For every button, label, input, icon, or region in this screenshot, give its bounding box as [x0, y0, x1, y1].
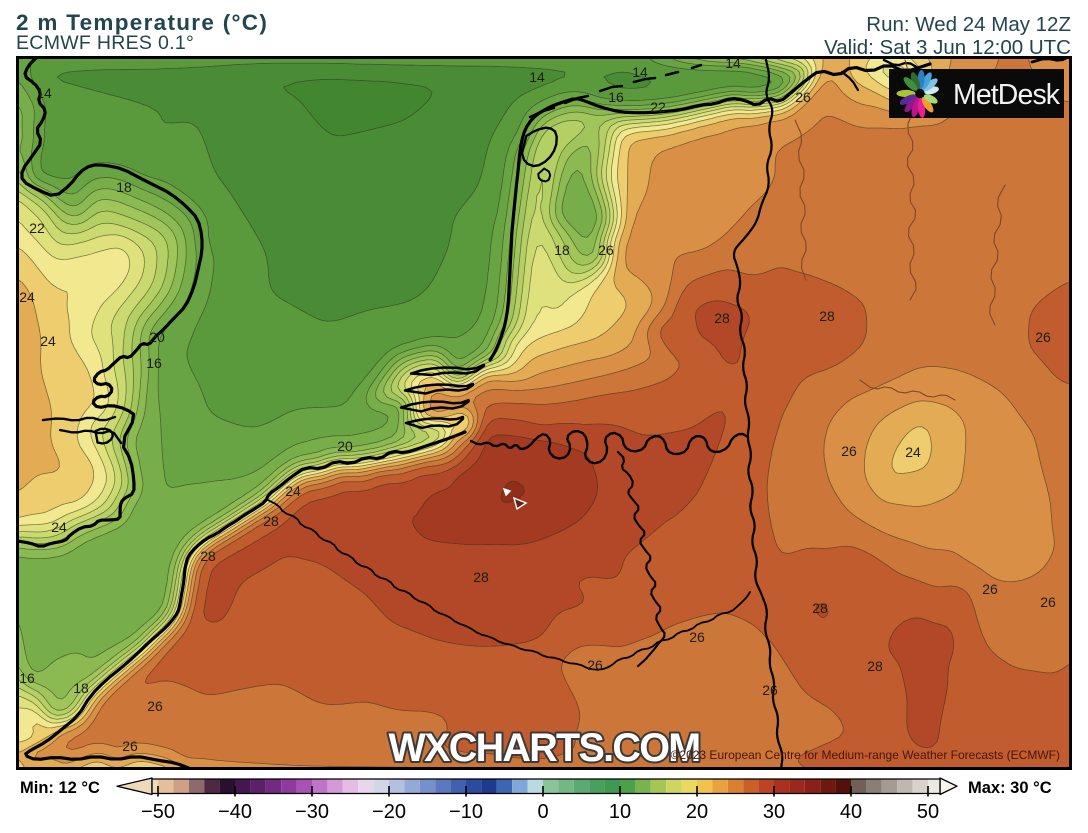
- svg-text:Max: 30 °C: Max: 30 °C: [968, 779, 1052, 797]
- svg-text:WXCHARTS.COM: WXCHARTS.COM: [389, 726, 700, 770]
- svg-text:−10: −10: [449, 801, 483, 823]
- svg-text:−20: −20: [372, 801, 406, 823]
- svg-text:10: 10: [609, 801, 631, 823]
- svg-text:20: 20: [686, 801, 708, 823]
- svg-text:40: 40: [840, 801, 862, 823]
- svg-text:−30: −30: [295, 801, 329, 823]
- svg-text:0: 0: [537, 801, 548, 823]
- svg-text:−50: −50: [141, 801, 175, 823]
- svg-text:MetDesk: MetDesk: [953, 79, 1061, 111]
- svg-text:−40: −40: [218, 801, 252, 823]
- svg-text:50: 50: [917, 801, 939, 823]
- svg-text:Min: 12 °C: Min: 12 °C: [20, 779, 100, 797]
- svg-text:30: 30: [763, 801, 785, 823]
